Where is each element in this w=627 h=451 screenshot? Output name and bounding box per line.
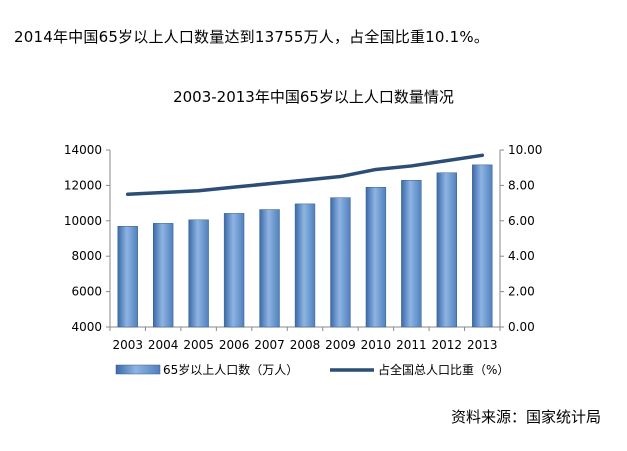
x-tick-label: 2011 bbox=[396, 338, 427, 352]
x-tick-label: 2006 bbox=[219, 338, 250, 352]
left-tick-label: 8000 bbox=[71, 249, 102, 263]
x-tick-label: 2012 bbox=[432, 338, 463, 352]
headline: 2014年中国65岁以上人口数量达到13755万人，占全国比重10.1%。 bbox=[14, 28, 490, 46]
right-tick-labels: 0.00 2.00 4.00 6.00 8.00 10.00 bbox=[508, 143, 542, 334]
line-series bbox=[125, 153, 485, 196]
bar-2009 bbox=[330, 197, 351, 328]
legend-bar-swatch bbox=[115, 364, 161, 375]
bar-2003 bbox=[117, 226, 138, 328]
bar-2006 bbox=[223, 213, 245, 328]
bar-2005 bbox=[188, 219, 209, 328]
x-tick-label: 2003 bbox=[112, 338, 143, 352]
x-tick-label: 2008 bbox=[290, 338, 321, 352]
bar-2013 bbox=[472, 164, 493, 328]
left-tick-label: 4000 bbox=[71, 320, 102, 334]
x-tick-label: 2004 bbox=[148, 338, 179, 352]
x-tick-label: 2009 bbox=[325, 338, 356, 352]
right-tick-label: 6.00 bbox=[508, 214, 535, 228]
bar-2007 bbox=[259, 209, 280, 328]
bar-2004 bbox=[153, 223, 174, 328]
x-tick-labels: 2003 2004 2005 2006 2007 2008 2009 2010 2011 2012… bbox=[112, 338, 497, 352]
right-tick-label: 10.00 bbox=[508, 143, 542, 157]
source-note: 资料来源：国家统计局 bbox=[450, 408, 601, 426]
bar-2011 bbox=[401, 180, 422, 328]
left-tick-label: 14000 bbox=[64, 143, 102, 157]
bar-2008 bbox=[294, 203, 316, 328]
bar-2010 bbox=[365, 187, 387, 328]
x-tick-label: 2010 bbox=[361, 338, 392, 352]
bar-series bbox=[117, 164, 493, 328]
legend-line-label: 占全国总人口比重（%） bbox=[378, 362, 509, 377]
left-tick-label: 6000 bbox=[71, 285, 102, 299]
left-tick-label: 10000 bbox=[64, 214, 102, 228]
right-tick-label: 4.00 bbox=[508, 249, 535, 263]
left-tick-labels: 4000 6000 8000 10000 12000 14000 bbox=[64, 143, 102, 334]
chart-title: 2003-2013年中国65岁以上人口数量情况 bbox=[173, 88, 454, 106]
right-tick-label: 0.00 bbox=[508, 320, 535, 334]
right-tick-label: 8.00 bbox=[508, 178, 535, 192]
right-tick-label: 2.00 bbox=[508, 285, 535, 299]
bar-2012 bbox=[436, 172, 457, 328]
ratio-line bbox=[125, 153, 485, 196]
legend-bar-label: 65岁以上人口数（万人） bbox=[163, 362, 298, 377]
x-tick-label: 2013 bbox=[467, 338, 498, 352]
x-tick-label: 2005 bbox=[183, 338, 214, 352]
left-tick-label: 12000 bbox=[64, 178, 102, 192]
legend: 65岁以上人口数（万人） 占全国总人口比重（%） bbox=[115, 362, 509, 377]
x-tick-label: 2007 bbox=[254, 338, 285, 352]
